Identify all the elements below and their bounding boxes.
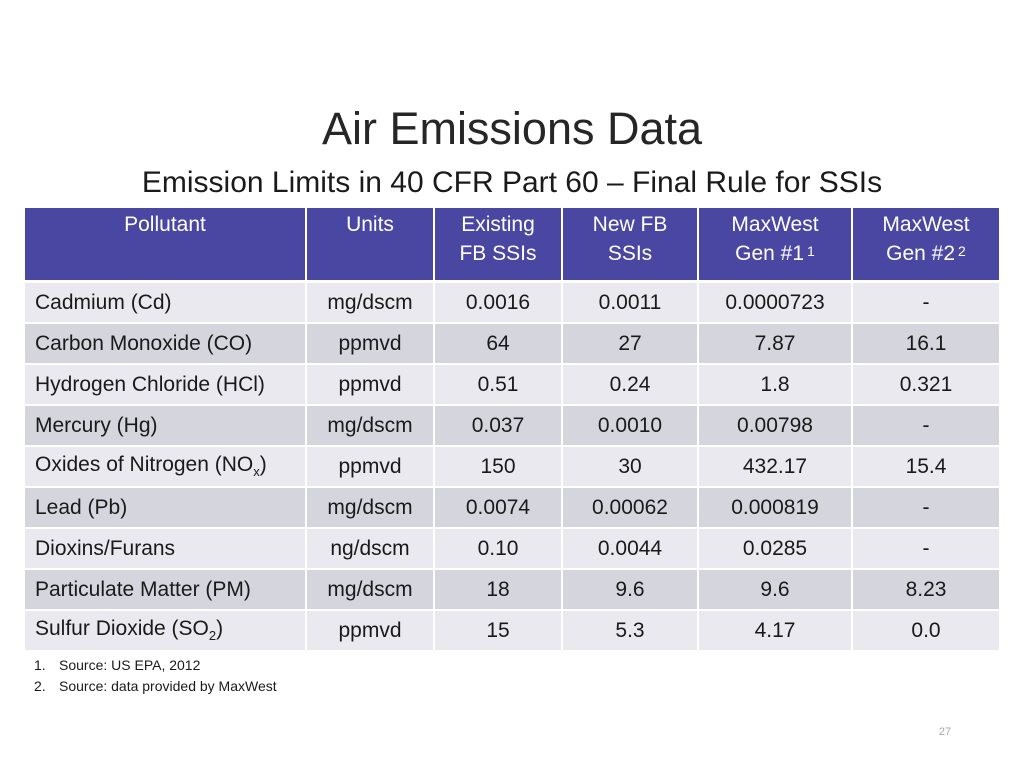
table-row: Carbon Monoxide (CO) ppmvd 64 27 7.87 16… bbox=[25, 323, 999, 365]
header-existing-fb-ssis: Existing FB SSIs bbox=[434, 208, 563, 283]
gen2-cell: - bbox=[852, 281, 999, 324]
gen2-cell: - bbox=[852, 405, 999, 447]
gen2-cell: 16.1 bbox=[852, 323, 999, 365]
existing-cell: 0.0016 bbox=[434, 281, 563, 324]
new-fb-cell: 0.0044 bbox=[562, 528, 699, 570]
gen1-cell: 4.17 bbox=[698, 610, 853, 652]
gen2-cell: 0.321 bbox=[852, 364, 999, 406]
new-fb-cell: 0.00062 bbox=[562, 487, 699, 529]
header-maxwest-gen2: MaxWest Gen #2 2 bbox=[852, 208, 999, 283]
units-cell: ng/dscm bbox=[306, 528, 435, 570]
table-row: Sulfur Dioxide (SO2) ppmvd 15 5.3 4.17 0… bbox=[25, 610, 999, 652]
slide-subtitle: Emission Limits in 40 CFR Part 60 – Fina… bbox=[141, 166, 883, 199]
table-row: Cadmium (Cd) mg/dscm 0.0016 0.0011 0.000… bbox=[25, 281, 999, 324]
gen2-cell: 0.0 bbox=[852, 610, 999, 652]
footnote-ref-1: 1 bbox=[807, 243, 815, 259]
pollutant-cell: Dioxins/Furans bbox=[25, 528, 307, 570]
existing-cell: 0.10 bbox=[434, 528, 563, 570]
gen2-cell: 15.4 bbox=[852, 446, 999, 488]
header-maxwest-gen1: MaxWest Gen #1 1 bbox=[698, 208, 853, 283]
existing-cell: 64 bbox=[434, 323, 563, 365]
table-row: Mercury (Hg) mg/dscm 0.037 0.0010 0.0079… bbox=[25, 405, 999, 447]
units-cell: mg/dscm bbox=[306, 281, 435, 324]
header-new-fb-ssis: New FB SSIs bbox=[562, 208, 699, 283]
gen1-cell: 0.000819 bbox=[698, 487, 853, 529]
gen1-cell: 1.8 bbox=[698, 364, 853, 406]
new-fb-cell: 27 bbox=[562, 323, 699, 365]
existing-cell: 18 bbox=[434, 569, 563, 611]
pollutant-cell: Mercury (Hg) bbox=[25, 405, 307, 447]
pollutant-cell: Sulfur Dioxide (SO2) bbox=[25, 610, 307, 652]
existing-cell: 0.51 bbox=[434, 364, 563, 406]
gen1-cell: 432.17 bbox=[698, 446, 853, 488]
header-units: Units bbox=[306, 208, 435, 283]
units-cell: ppmvd bbox=[306, 446, 435, 488]
units-cell: ppmvd bbox=[306, 323, 435, 365]
gen2-cell: 8.23 bbox=[852, 569, 999, 611]
new-fb-cell: 30 bbox=[562, 446, 699, 488]
existing-cell: 150 bbox=[434, 446, 563, 488]
pollutant-cell: Carbon Monoxide (CO) bbox=[25, 323, 307, 365]
gen1-cell: 0.0285 bbox=[698, 528, 853, 570]
existing-cell: 15 bbox=[434, 610, 563, 652]
table-row: Lead (Pb) mg/dscm 0.0074 0.00062 0.00081… bbox=[25, 487, 999, 529]
new-fb-cell: 9.6 bbox=[562, 569, 699, 611]
header-pollutant: Pollutant bbox=[25, 208, 307, 283]
pollutant-cell: Particulate Matter (PM) bbox=[25, 569, 307, 611]
gen1-cell: 9.6 bbox=[698, 569, 853, 611]
page-number: 27 bbox=[938, 726, 952, 738]
new-fb-cell: 0.0011 bbox=[562, 281, 699, 324]
gen1-cell: 7.87 bbox=[698, 323, 853, 365]
pollutant-cell: Oxides of Nitrogen (NOx) bbox=[25, 446, 307, 488]
footnotes: 1. Source: US EPA, 2012 2. Source: data pr… bbox=[34, 655, 277, 697]
table-row: Particulate Matter (PM) mg/dscm 18 9.6 9… bbox=[25, 569, 999, 611]
gen1-cell: 0.00798 bbox=[698, 405, 853, 447]
existing-cell: 0.0074 bbox=[434, 487, 563, 529]
gen1-cell: 0.0000723 bbox=[698, 281, 853, 324]
new-fb-cell: 5.3 bbox=[562, 610, 699, 652]
footnote-item: 1. Source: US EPA, 2012 bbox=[34, 657, 201, 673]
pollutant-cell: Cadmium (Cd) bbox=[25, 281, 307, 324]
table-row: Dioxins/Furans ng/dscm 0.10 0.0044 0.028… bbox=[25, 528, 999, 570]
emissions-table: Pollutant Units Existing FB SSIs New FB SS… bbox=[25, 208, 999, 652]
table-row: Oxides of Nitrogen (NOx) ppmvd 150 30 43… bbox=[25, 446, 999, 488]
pollutant-cell: Hydrogen Chloride (HCl) bbox=[25, 364, 307, 406]
units-cell: mg/dscm bbox=[306, 405, 435, 447]
new-fb-cell: 0.0010 bbox=[562, 405, 699, 447]
existing-cell: 0.037 bbox=[434, 405, 563, 447]
units-cell: ppmvd bbox=[306, 364, 435, 406]
gen2-cell: - bbox=[852, 528, 999, 570]
gen2-cell: - bbox=[852, 487, 999, 529]
footnote-ref-2: 2 bbox=[958, 243, 966, 259]
units-cell: mg/dscm bbox=[306, 487, 435, 529]
units-cell: mg/dscm bbox=[306, 569, 435, 611]
table-header-row: Pollutant Units Existing FB SSIs New FB SS… bbox=[25, 208, 999, 283]
footnote-item: 2. Source: data provided by MaxWest bbox=[34, 678, 277, 694]
slide-title: Air Emissions Data bbox=[321, 103, 703, 154]
units-cell: ppmvd bbox=[306, 610, 435, 652]
pollutant-cell: Lead (Pb) bbox=[25, 487, 307, 529]
table-row: Hydrogen Chloride (HCl) ppmvd 0.51 0.24 … bbox=[25, 364, 999, 406]
new-fb-cell: 0.24 bbox=[562, 364, 699, 406]
